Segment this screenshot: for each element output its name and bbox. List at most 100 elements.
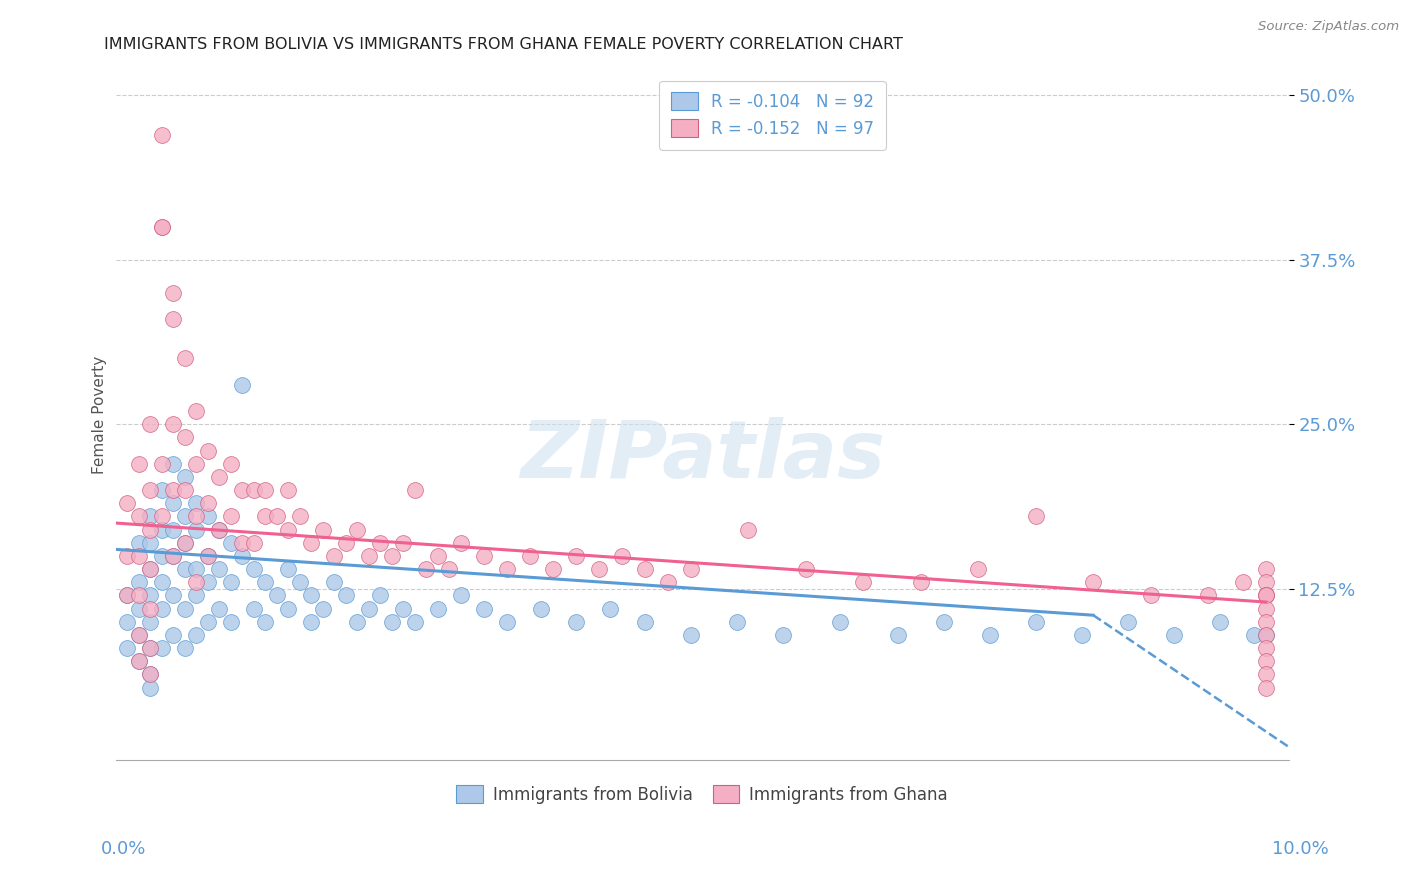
Point — [150, 219, 173, 234]
Point — [150, 641, 173, 656]
Point — [150, 128, 173, 142]
Point — [564, 615, 586, 629]
Point — [162, 457, 184, 471]
Point — [266, 589, 288, 603]
Point — [1254, 641, 1277, 656]
Point — [830, 615, 852, 629]
Point — [219, 536, 242, 550]
Point — [173, 351, 195, 366]
Point — [162, 628, 184, 642]
Point — [139, 417, 162, 432]
Point — [115, 549, 138, 563]
Point — [208, 562, 231, 576]
Point — [312, 601, 335, 615]
Point — [599, 601, 621, 615]
Point — [197, 575, 219, 590]
Point — [150, 575, 173, 590]
Point — [404, 615, 426, 629]
Point — [150, 549, 173, 563]
Point — [128, 536, 150, 550]
Point — [335, 589, 357, 603]
Point — [288, 509, 311, 524]
Point — [173, 509, 195, 524]
Point — [299, 536, 322, 550]
Point — [1243, 628, 1265, 642]
Point — [357, 549, 380, 563]
Point — [932, 615, 955, 629]
Point — [139, 483, 162, 497]
Point — [139, 536, 162, 550]
Point — [1163, 628, 1185, 642]
Point — [197, 615, 219, 629]
Point — [173, 641, 195, 656]
Point — [173, 483, 195, 497]
Point — [139, 615, 162, 629]
Point — [323, 549, 346, 563]
Point — [150, 523, 173, 537]
Point — [242, 562, 264, 576]
Point — [197, 549, 219, 563]
Point — [139, 601, 162, 615]
Point — [162, 589, 184, 603]
Point — [254, 575, 277, 590]
Point — [162, 549, 184, 563]
Point — [404, 483, 426, 497]
Point — [495, 615, 517, 629]
Point — [186, 562, 208, 576]
Point — [231, 377, 253, 392]
Point — [139, 667, 162, 681]
Point — [150, 219, 173, 234]
Point — [150, 509, 173, 524]
Point — [115, 641, 138, 656]
Point — [115, 589, 138, 603]
Point — [128, 628, 150, 642]
Point — [197, 549, 219, 563]
Point — [266, 509, 288, 524]
Legend: Immigrants from Bolivia, Immigrants from Ghana: Immigrants from Bolivia, Immigrants from… — [450, 779, 955, 811]
Point — [162, 483, 184, 497]
Point — [1139, 589, 1161, 603]
Point — [1254, 654, 1277, 668]
Point — [277, 601, 299, 615]
Point — [186, 457, 208, 471]
Point — [1254, 589, 1277, 603]
Point — [139, 589, 162, 603]
Point — [368, 536, 391, 550]
Point — [254, 509, 277, 524]
Point — [1209, 615, 1232, 629]
Point — [231, 536, 253, 550]
Point — [610, 549, 633, 563]
Point — [519, 549, 541, 563]
Point — [495, 562, 517, 576]
Point — [346, 523, 368, 537]
Point — [541, 562, 564, 576]
Point — [219, 509, 242, 524]
Point — [415, 562, 437, 576]
Point — [242, 483, 264, 497]
Point — [128, 457, 150, 471]
Point — [173, 470, 195, 484]
Point — [450, 589, 472, 603]
Point — [910, 575, 932, 590]
Point — [357, 601, 380, 615]
Point — [381, 549, 404, 563]
Point — [564, 549, 586, 563]
Point — [150, 483, 173, 497]
Point — [1197, 589, 1219, 603]
Point — [197, 443, 219, 458]
Point — [186, 575, 208, 590]
Point — [277, 483, 299, 497]
Point — [312, 523, 335, 537]
Point — [472, 601, 495, 615]
Point — [1254, 589, 1277, 603]
Point — [1254, 575, 1277, 590]
Point — [634, 615, 657, 629]
Point — [139, 641, 162, 656]
Point — [128, 601, 150, 615]
Point — [242, 601, 264, 615]
Point — [1116, 615, 1139, 629]
Text: IMMIGRANTS FROM BOLIVIA VS IMMIGRANTS FROM GHANA FEMALE POVERTY CORRELATION CHAR: IMMIGRANTS FROM BOLIVIA VS IMMIGRANTS FR… — [104, 37, 903, 53]
Point — [967, 562, 990, 576]
Point — [657, 575, 679, 590]
Point — [128, 654, 150, 668]
